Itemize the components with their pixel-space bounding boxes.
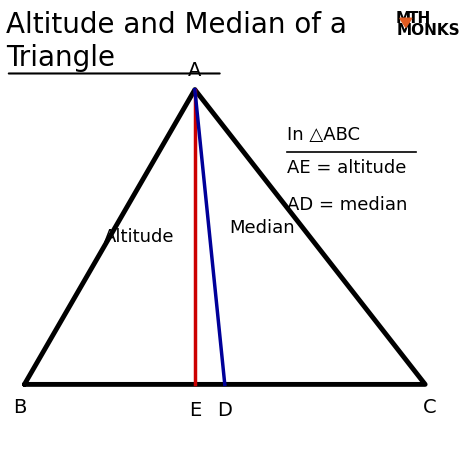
Text: Altitude: Altitude — [104, 228, 175, 246]
Text: Altitude and Median of a
Triangle: Altitude and Median of a Triangle — [6, 11, 347, 72]
Text: Median: Median — [229, 219, 294, 237]
Text: AE = altitude: AE = altitude — [287, 159, 406, 177]
Text: MONKS: MONKS — [397, 23, 460, 38]
Text: AD = median: AD = median — [287, 196, 407, 214]
Text: C: C — [423, 398, 437, 417]
Text: B: B — [13, 398, 27, 417]
Text: TH: TH — [408, 11, 431, 26]
Text: M: M — [395, 11, 410, 26]
Text: A: A — [188, 62, 201, 81]
Text: E: E — [189, 401, 201, 419]
Text: In △ABC: In △ABC — [287, 127, 360, 145]
Text: D: D — [218, 401, 232, 419]
Polygon shape — [400, 18, 412, 27]
